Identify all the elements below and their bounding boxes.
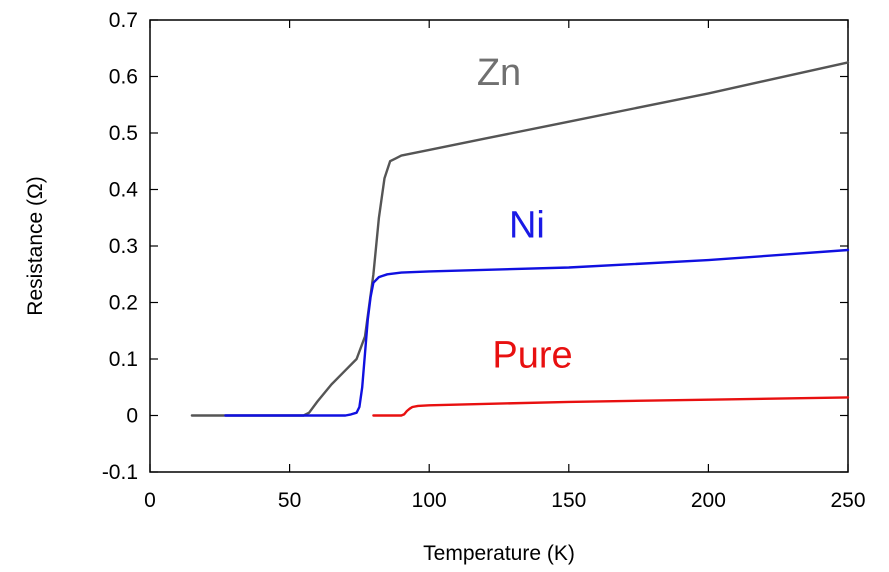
series-line-pure bbox=[372, 396, 850, 417]
y-tick-label: 0.2 bbox=[109, 292, 138, 315]
x-axis-ticks: 0 50 100 150 200 250 bbox=[144, 20, 866, 512]
y-tick-label: 0.3 bbox=[109, 235, 138, 258]
y-tick-label: 0.1 bbox=[109, 348, 138, 371]
y-tick-label: 0.6 bbox=[109, 66, 138, 89]
series-label-pure: Pure bbox=[492, 334, 572, 376]
y-axis-ticks: -0.1 0 0.1 0.2 0.3 0.4 0.5 0.6 0.7 bbox=[102, 9, 848, 484]
y-tick-label: 0.4 bbox=[109, 179, 139, 202]
series-label-ni: Ni bbox=[509, 205, 545, 247]
x-tick-label: 200 bbox=[691, 489, 726, 512]
y-axis-label: Resistance (Ω) bbox=[24, 176, 47, 315]
series-lines bbox=[190, 61, 850, 417]
x-tick-label: 250 bbox=[830, 489, 865, 512]
x-tick-label: 150 bbox=[551, 489, 586, 512]
x-tick-label: 0 bbox=[144, 489, 156, 512]
x-axis-label: Temperature (K) bbox=[423, 542, 575, 565]
y-tick-label: 0.7 bbox=[109, 9, 138, 32]
y-tick-label: 0 bbox=[126, 405, 138, 428]
x-tick-label: 100 bbox=[412, 489, 447, 512]
series-label-zn: Zn bbox=[477, 52, 521, 94]
series-line-ni bbox=[224, 248, 850, 417]
series-labels: Zn Ni Pure bbox=[477, 52, 573, 377]
y-tick-label: -0.1 bbox=[102, 461, 138, 484]
y-tick-label: 0.5 bbox=[109, 122, 138, 145]
x-tick-label: 50 bbox=[278, 489, 301, 512]
